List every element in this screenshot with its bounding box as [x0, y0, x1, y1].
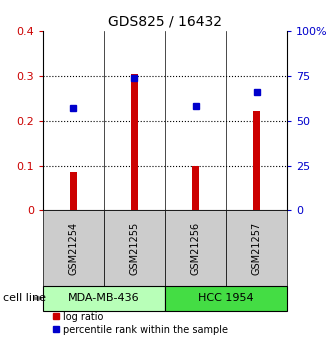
Text: GSM21257: GSM21257 [251, 222, 262, 275]
Title: GDS825 / 16432: GDS825 / 16432 [108, 14, 222, 29]
Legend: log ratio, percentile rank within the sample: log ratio, percentile rank within the sa… [48, 308, 232, 338]
Bar [43, 286, 165, 310]
Bar [226, 210, 287, 286]
Bar [165, 210, 226, 286]
Bar [70, 172, 77, 210]
Text: GSM21254: GSM21254 [68, 222, 79, 275]
Bar [165, 286, 287, 310]
Bar [192, 167, 199, 210]
Bar [253, 111, 260, 210]
Text: cell line: cell line [3, 294, 46, 303]
Text: GSM21255: GSM21255 [129, 222, 140, 275]
Text: GSM21256: GSM21256 [190, 222, 201, 275]
Bar [131, 74, 138, 210]
Bar [43, 210, 104, 286]
Bar [104, 210, 165, 286]
Text: MDA-MB-436: MDA-MB-436 [68, 294, 140, 303]
Text: HCC 1954: HCC 1954 [198, 294, 254, 303]
